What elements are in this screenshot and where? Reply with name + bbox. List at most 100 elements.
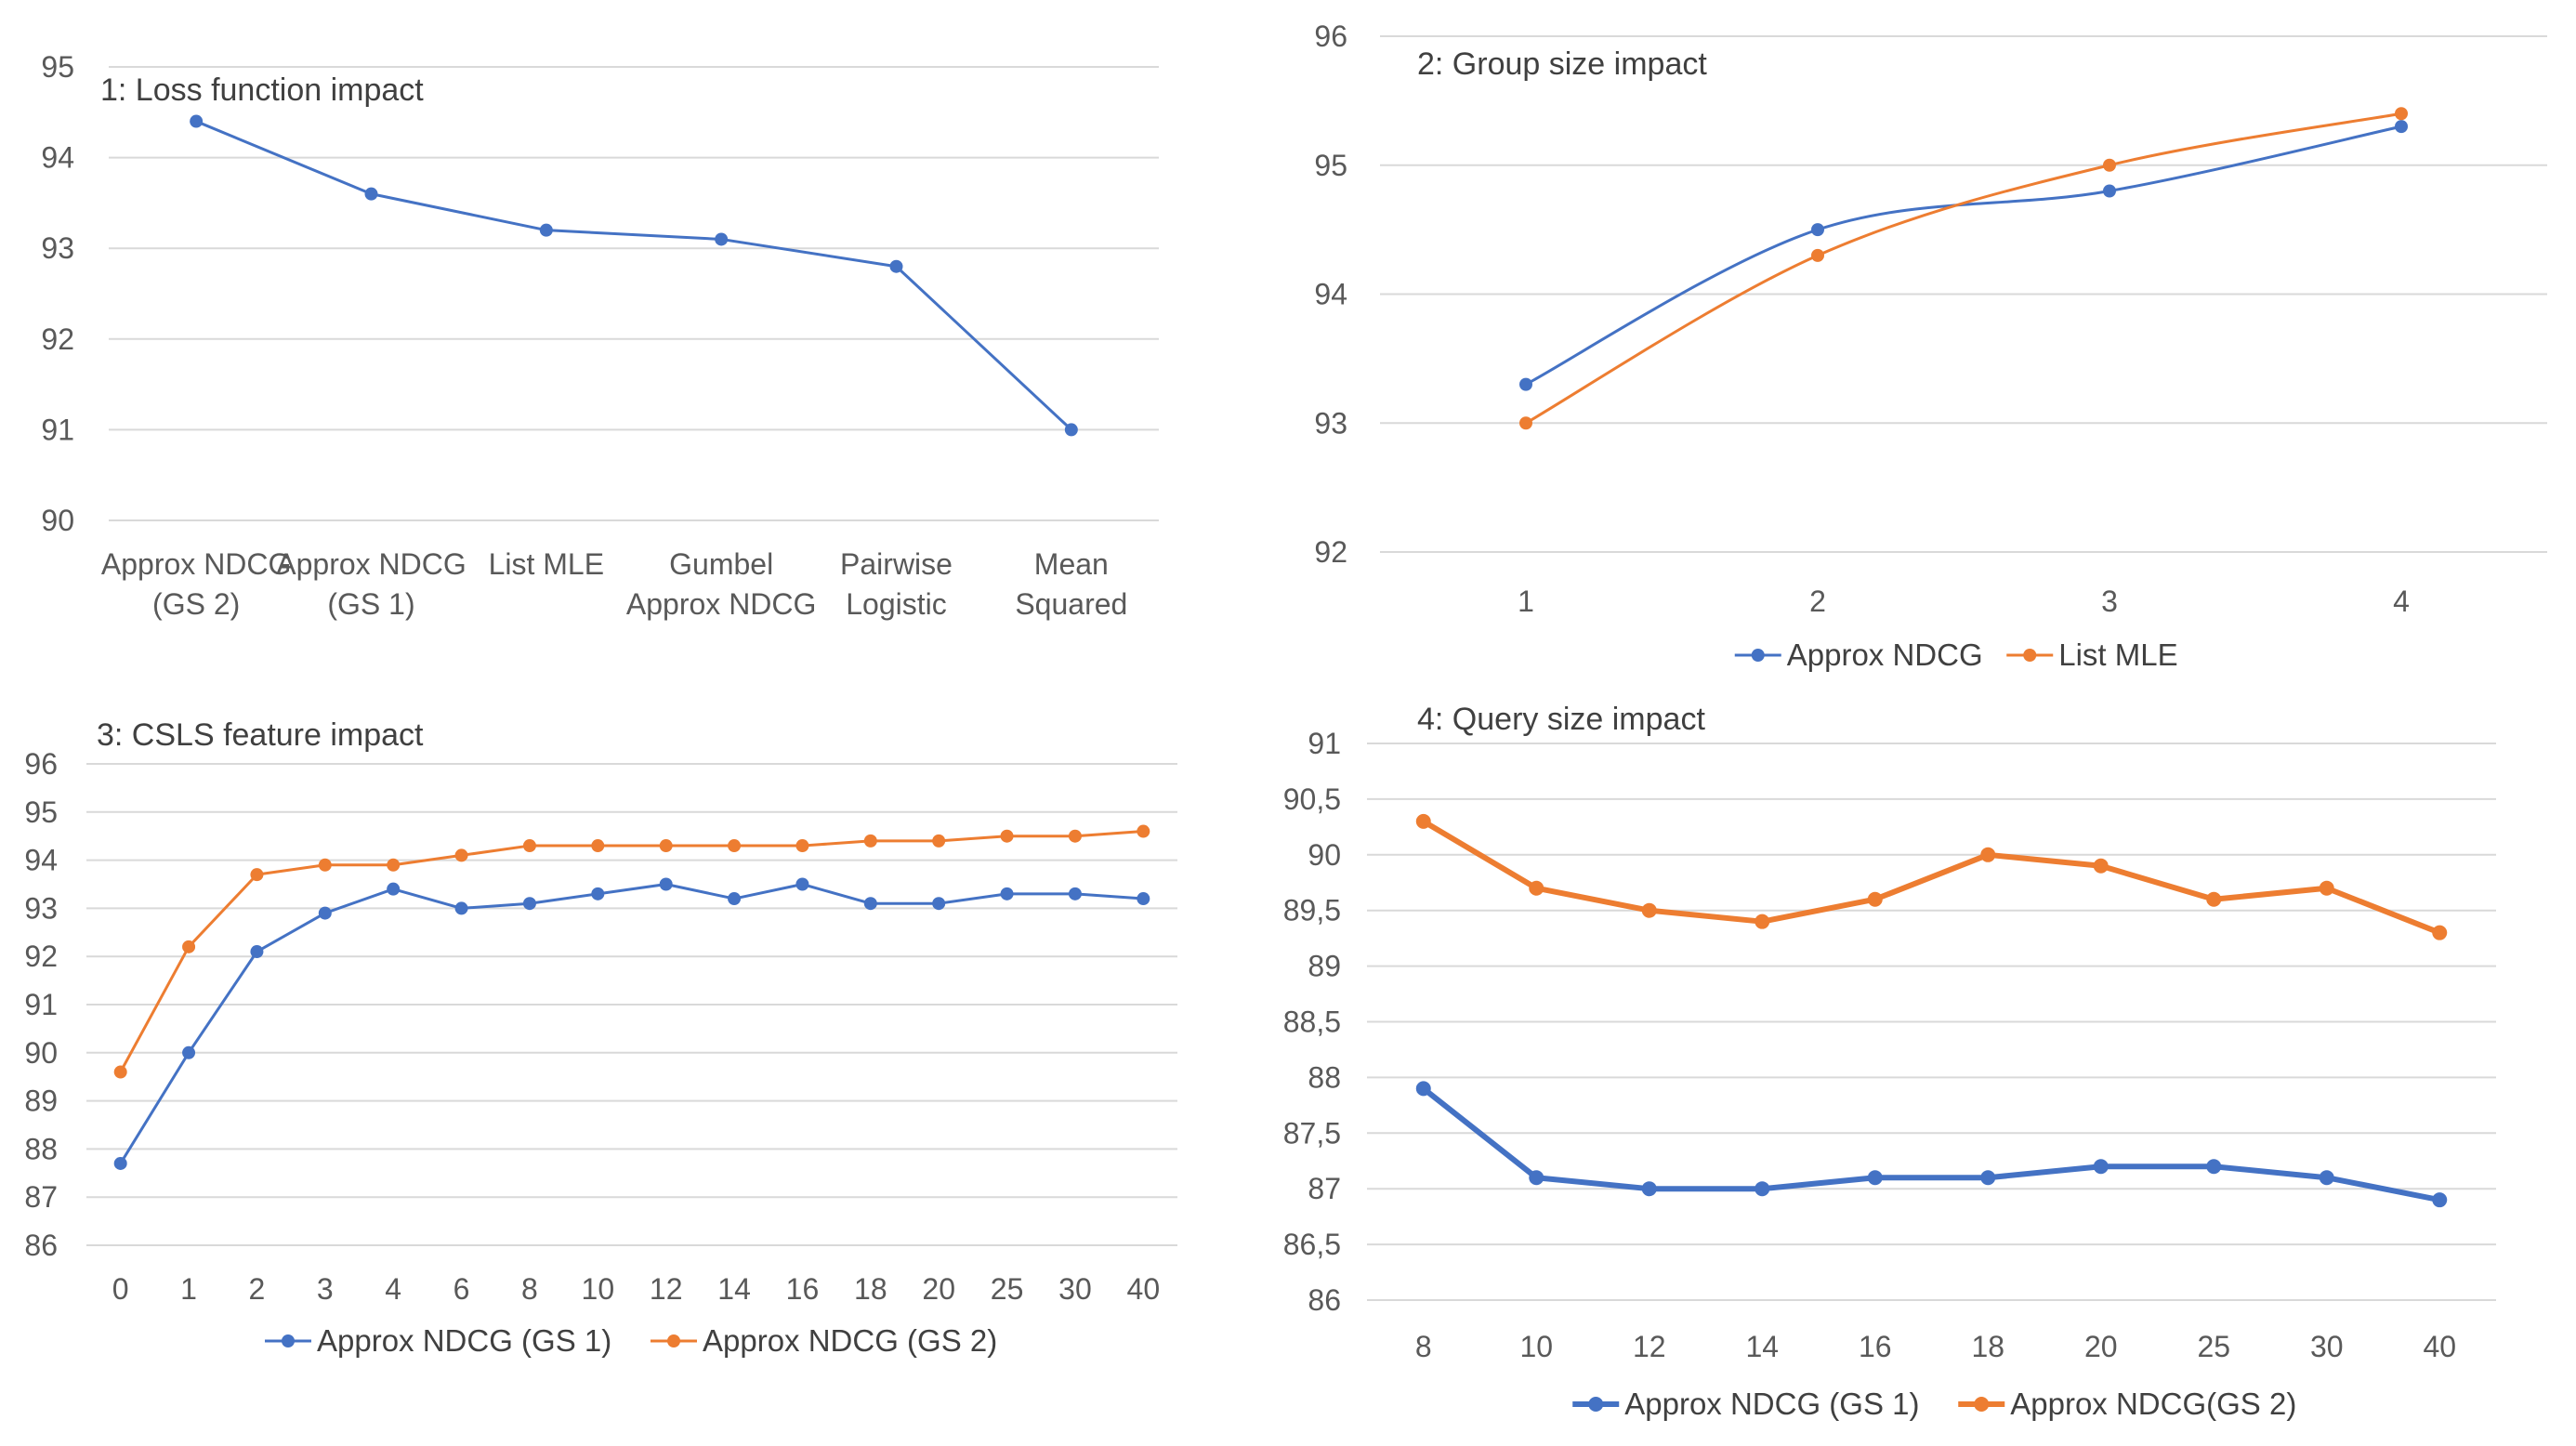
data-point xyxy=(113,1156,127,1170)
y-tick-label: 89 xyxy=(24,1084,58,1118)
legend-marker xyxy=(667,1334,680,1347)
chart-title: 3: CSLS feature impact xyxy=(97,717,424,753)
x-tick-label: Pairwise Logistic xyxy=(840,547,953,621)
x-tick-label: 8 xyxy=(1415,1330,1432,1363)
x-tick-label: Mean Squared xyxy=(1015,547,1127,621)
data-point xyxy=(1867,891,1883,907)
x-tick-label: 2 xyxy=(249,1272,266,1306)
data-point xyxy=(182,940,196,953)
x-tick-label: 1 xyxy=(1518,585,1534,618)
legend-marker xyxy=(282,1334,295,1347)
y-tick-label: 86,5 xyxy=(1283,1228,1341,1261)
y-tick-label: 96 xyxy=(1314,20,1347,53)
x-tick-label: 25 xyxy=(991,1272,1024,1306)
data-point xyxy=(387,882,401,896)
data-point xyxy=(454,848,468,862)
y-tick-label: 88 xyxy=(24,1132,58,1165)
data-point xyxy=(2319,880,2334,896)
legend-marker xyxy=(1751,649,1765,662)
x-tick-label: 10 xyxy=(1519,1330,1553,1363)
y-tick-label: 90 xyxy=(24,1036,58,1070)
x-tick-label: 8 xyxy=(521,1272,538,1306)
legend-item-2: Approx NDCG (GS 2) xyxy=(651,1323,997,1358)
y-tick-label: 95 xyxy=(41,50,74,84)
legend-label: Approx NDCG(GS 2) xyxy=(2010,1387,2296,1421)
data-point xyxy=(1519,416,1532,430)
data-point xyxy=(715,232,729,246)
y-tick-label: 93 xyxy=(41,231,74,265)
data-point xyxy=(2093,1159,2109,1175)
series-line-2 xyxy=(1525,112,2402,425)
legend-label: Approx NDCG (GS 1) xyxy=(317,1323,611,1358)
data-point xyxy=(1980,847,1996,862)
data-point xyxy=(2395,120,2408,134)
data-point xyxy=(1415,1081,1431,1097)
y-tick-label: 88 xyxy=(1308,1060,1341,1094)
x-tick-label: List MLE xyxy=(489,547,604,581)
y-tick-label: 87 xyxy=(1308,1172,1341,1205)
data-point xyxy=(2103,158,2116,172)
chart-panel-2: 92 93 94 95 96 1 2 3 4 2: Group size impact Approx… xyxy=(1314,20,2547,672)
data-point xyxy=(1811,223,1824,237)
x-tick-label: 18 xyxy=(1971,1330,2004,1363)
x-tick-label: 12 xyxy=(650,1272,683,1306)
data-point xyxy=(728,839,742,853)
data-point xyxy=(932,897,946,911)
legend-item-2: List MLE xyxy=(2006,638,2178,672)
y-tick-label: 95 xyxy=(24,795,58,829)
data-point xyxy=(795,839,809,853)
y-tick-label: 89,5 xyxy=(1283,894,1341,927)
data-point xyxy=(250,945,264,959)
data-point xyxy=(190,114,204,128)
data-point xyxy=(1068,887,1082,900)
chart-title: 1: Loss function impact xyxy=(100,72,424,108)
series-line-1 xyxy=(1421,1086,2440,1203)
x-tick-label: 16 xyxy=(1859,1330,1892,1363)
y-tick-label: 90 xyxy=(41,504,74,537)
data-point xyxy=(863,897,877,911)
legend-item-1: Approx NDCG (GS 1) xyxy=(265,1323,611,1358)
data-point xyxy=(591,839,605,853)
data-point xyxy=(522,897,536,911)
chart-title: 4: Query size impact xyxy=(1417,702,1705,737)
x-tick-label: 0 xyxy=(112,1272,129,1306)
data-point xyxy=(1980,1170,1996,1186)
y-tick-label: 91 xyxy=(41,413,74,446)
data-point xyxy=(2432,1192,2448,1208)
x-tick-label: 16 xyxy=(786,1272,820,1306)
data-point xyxy=(591,887,605,900)
data-point xyxy=(1137,824,1150,838)
x-tick-label: 4 xyxy=(2393,585,2410,618)
x-tick-label: 40 xyxy=(2423,1330,2456,1363)
x-tick-label: 3 xyxy=(317,1272,334,1306)
data-point xyxy=(2103,184,2116,198)
y-tick-label: 90 xyxy=(1308,838,1341,872)
chart-title: 2: Group size impact xyxy=(1417,46,1707,82)
x-tick-label: 30 xyxy=(1058,1272,1092,1306)
data-point xyxy=(1415,813,1431,829)
y-tick-label: 95 xyxy=(1314,149,1347,182)
chart-panel-4: 86 86,5 87 87,5 88 88,5 89 89,5 90 90,5 91 8 10 12 14 1… xyxy=(1283,702,2496,1421)
legend-item-1: Approx NDCG xyxy=(1734,638,1983,672)
x-tick-label: 25 xyxy=(2197,1330,2230,1363)
chart-panel-1: 90 91 92 93 94 95 Approx NDCG (GS 2)Approx NDCG… xyxy=(41,50,1159,621)
x-tick-label: 20 xyxy=(922,1272,955,1306)
legend-item-1: Approx NDCG (GS 1) xyxy=(1572,1387,1920,1421)
y-tick-label: 94 xyxy=(24,844,58,877)
data-point xyxy=(539,223,553,237)
legend-item-2: Approx NDCG(GS 2) xyxy=(1958,1387,2296,1421)
legend-label: Approx NDCG (GS 1) xyxy=(1624,1387,1919,1421)
data-point xyxy=(728,892,742,906)
x-tick-label: 10 xyxy=(582,1272,615,1306)
y-tick-label: 86 xyxy=(1308,1283,1341,1317)
data-point xyxy=(2206,891,2222,907)
data-point xyxy=(318,858,332,872)
data-point xyxy=(1519,377,1532,391)
data-point xyxy=(250,868,264,882)
data-point xyxy=(1811,248,1824,262)
y-tick-label: 86 xyxy=(24,1229,58,1262)
y-tick-label: 94 xyxy=(1314,278,1347,311)
legend-marker xyxy=(2023,649,2037,662)
